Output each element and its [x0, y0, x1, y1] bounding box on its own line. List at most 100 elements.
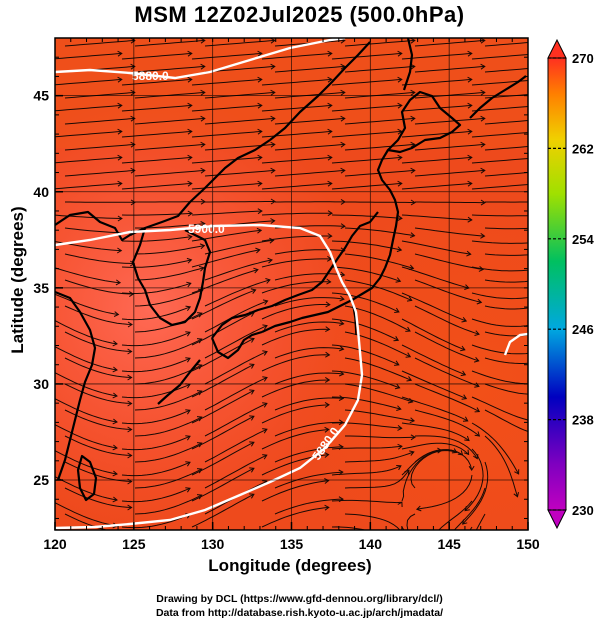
streamline	[484, 146, 528, 151]
streamline	[204, 351, 268, 385]
streamline	[134, 169, 205, 177]
streamline	[331, 465, 402, 476]
streamline	[204, 428, 268, 463]
streamline	[331, 445, 402, 450]
streamline-arrow	[200, 141, 206, 148]
streamline-arrow	[117, 102, 123, 109]
streamline	[261, 328, 330, 346]
streamline-arrow	[270, 167, 276, 174]
streamline	[274, 397, 344, 411]
streamline-arrow	[410, 434, 416, 441]
streamline	[344, 91, 415, 99]
streamline-arrow	[461, 394, 468, 400]
streamline	[55, 293, 119, 315]
grid-lines	[55, 38, 528, 530]
streamline	[55, 502, 118, 527]
streamline-arrow	[484, 580, 489, 585]
streamline-arrow	[112, 444, 118, 451]
streamline-arrow	[397, 180, 403, 187]
streamline	[191, 210, 262, 216]
streamline	[64, 169, 135, 177]
streamline	[414, 409, 480, 437]
streamline	[191, 249, 260, 268]
streamline	[471, 396, 528, 421]
streamline-arrow	[340, 167, 346, 174]
streamline	[274, 372, 344, 385]
streamline	[261, 404, 330, 424]
streamline	[414, 227, 485, 237]
streamline-arrow	[185, 331, 191, 337]
streamline	[484, 279, 528, 283]
streamline-arrow	[461, 316, 468, 323]
streamline-arrow	[200, 89, 206, 96]
streamline	[471, 318, 528, 327]
streamline-arrow	[117, 180, 123, 187]
y-tick-label: 40	[33, 184, 49, 200]
streamline-arrow	[338, 395, 345, 401]
streamline	[414, 117, 485, 125]
streamline	[191, 156, 262, 164]
streamline-arrow	[200, 63, 206, 70]
streamline	[55, 450, 118, 475]
streamline-arrow	[393, 336, 400, 342]
streamline	[261, 454, 329, 476]
streamline-arrow	[340, 223, 346, 230]
streamline	[331, 104, 402, 112]
streamline	[438, 500, 473, 530]
streamline	[64, 331, 132, 352]
streamline	[274, 446, 343, 463]
streamline-arrow	[397, 425, 403, 431]
streamline-arrow	[338, 496, 344, 503]
streamline-arrow	[406, 296, 413, 302]
streamline	[261, 258, 332, 268]
streamline-arrow	[112, 470, 118, 477]
contour-label: 5880.0	[132, 69, 169, 83]
streamline	[55, 267, 121, 284]
streamline	[331, 292, 400, 313]
streamline-arrow	[467, 180, 473, 187]
streamline	[344, 253, 414, 269]
streamline-arrow	[186, 257, 193, 264]
streamline	[471, 106, 528, 112]
streamline-arrow	[437, 447, 443, 454]
colorbar-tick-label: 270	[572, 51, 594, 66]
streamline	[414, 279, 482, 303]
streamline	[55, 424, 118, 449]
streamline-arrow	[415, 505, 422, 512]
streamline-arrow	[326, 255, 333, 262]
streamline	[414, 331, 479, 362]
x-tick-label: 140	[359, 536, 383, 552]
streamline	[401, 422, 470, 441]
streamline-arrow	[130, 167, 136, 174]
streamline-arrow	[185, 487, 191, 493]
streamline	[401, 442, 469, 455]
streamline-arrow	[397, 50, 403, 57]
streamline-arrow	[127, 400, 133, 407]
colorbar-tick-label: 262	[572, 141, 594, 156]
streamline	[401, 344, 466, 376]
streamline-arrow	[249, 467, 255, 473]
streamline	[484, 227, 528, 230]
streamline	[331, 344, 400, 366]
streamline-arrow	[327, 210, 333, 217]
streamline	[191, 415, 255, 450]
streamline-arrow	[116, 247, 123, 254]
streamline	[401, 370, 467, 400]
streamline-arrow	[536, 322, 541, 327]
colorbar-tick-label: 254	[572, 232, 594, 247]
streamline	[191, 52, 262, 60]
streamline	[471, 240, 528, 244]
streamline-arrow	[249, 493, 255, 499]
streamline	[344, 357, 412, 381]
streamline	[261, 480, 329, 502]
streamline-arrow	[514, 469, 520, 475]
streamline-arrow	[397, 102, 403, 109]
streamline-arrow	[196, 364, 203, 370]
streamline-arrow	[476, 298, 483, 305]
streamline-arrow	[460, 345, 466, 352]
contour-5880-east	[503, 332, 528, 356]
streamline-arrow	[269, 237, 275, 244]
streamline	[401, 292, 467, 322]
streamline-arrow	[538, 77, 542, 82]
streamline-arrow	[467, 216, 473, 223]
